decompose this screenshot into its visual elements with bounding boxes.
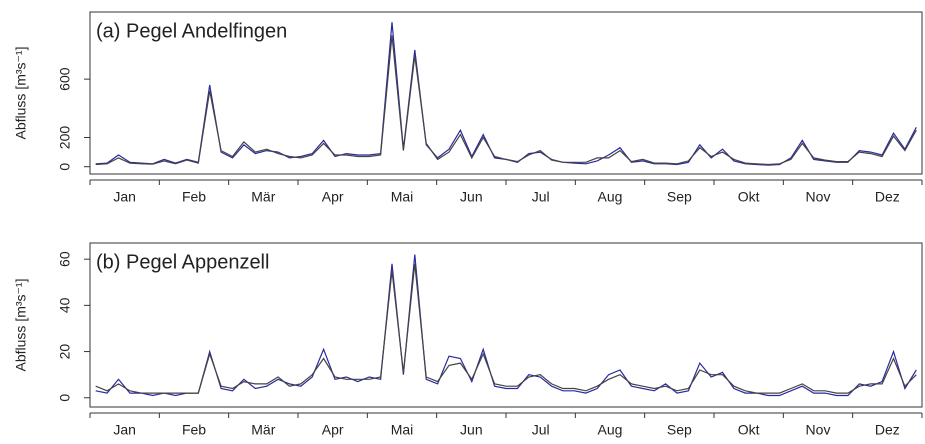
x-tick-label: Okt <box>738 422 760 438</box>
x-tick-label: Jun <box>460 422 483 438</box>
y-tick-label: 200 <box>57 126 73 150</box>
x-tick-label: Jan <box>113 422 136 438</box>
plot-frame <box>89 11 923 175</box>
y-tick-label: 60 <box>57 251 73 267</box>
y-axis-label: Abfluss [m³s⁻¹] <box>13 47 29 140</box>
x-tick-label: Apr <box>322 189 344 205</box>
series-line <box>95 254 917 397</box>
x-tick-label: Sep <box>667 422 692 438</box>
x-tick-label: Nov <box>806 422 831 438</box>
x-tick-label: Feb <box>182 422 206 438</box>
x-tick-label: Jan <box>113 189 136 205</box>
x-tick-label: Okt <box>738 189 760 205</box>
x-tick-label: Aug <box>598 189 623 205</box>
x-tick-label: Dez <box>875 422 900 438</box>
x-tick-label: Mai <box>391 189 414 205</box>
x-tick-label: Aug <box>598 422 623 438</box>
x-tick-label: Dez <box>875 189 900 205</box>
y-tick-label: 0 <box>57 394 73 402</box>
x-tick-label: Jul <box>532 422 550 438</box>
x-tick-label: Sep <box>667 189 692 205</box>
x-tick-label: Jul <box>532 189 550 205</box>
x-tick-label: Mär <box>251 422 275 438</box>
plot-frame <box>89 242 923 408</box>
x-tick-label: Apr <box>322 422 344 438</box>
panel-title: (a) Pegel Andelfingen <box>96 20 287 42</box>
y-tick-label: 600 <box>57 67 73 91</box>
y-axis-label: Abfluss [m³s⁻¹] <box>13 279 29 372</box>
panel-title: (b) Pegel Appenzell <box>96 251 269 273</box>
series-line <box>95 263 917 394</box>
x-tick-label: Mai <box>391 422 414 438</box>
x-tick-label: Nov <box>806 189 831 205</box>
series-line <box>95 35 917 166</box>
x-tick-label: Mär <box>251 189 275 205</box>
y-tick-label: 20 <box>57 344 73 360</box>
x-tick-label: Feb <box>182 189 206 205</box>
x-tick-label: Jun <box>460 189 483 205</box>
series-line <box>95 22 917 166</box>
y-tick-label: 0 <box>57 163 73 171</box>
y-tick-label: 40 <box>57 297 73 313</box>
